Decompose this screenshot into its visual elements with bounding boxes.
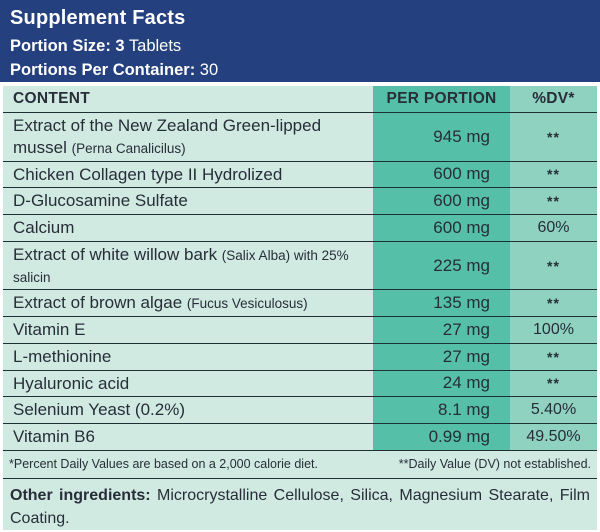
dv-not-established-asterisks: ** bbox=[547, 166, 560, 183]
ingredient-name-main: Calcium bbox=[13, 218, 75, 237]
ingredient-name: Extract of brown algae (Fucus Vesiculosu… bbox=[3, 290, 373, 316]
daily-value: 100% bbox=[510, 317, 597, 343]
table-row: Extract of white willow bark (Salix Alba… bbox=[3, 241, 597, 291]
other-ingredients-label: Other ingredients: bbox=[10, 486, 151, 504]
table-body: Extract of the New Zealand Green-lipped … bbox=[3, 113, 597, 451]
dv-not-established-asterisks: ** bbox=[547, 375, 560, 392]
table-row: Extract of the New Zealand Green-lipped … bbox=[3, 113, 597, 162]
per-portion-amount: 225 mg bbox=[373, 241, 510, 290]
column-header-per-portion: PER PORTION bbox=[373, 86, 510, 112]
per-portion-amount: 945 mg bbox=[373, 113, 510, 161]
per-portion-amount: 600 mg bbox=[373, 215, 510, 241]
supplement-table: CONTENT PER PORTION %DV* Extract of the … bbox=[3, 86, 597, 531]
ingredient-name: Hyaluronic acid bbox=[3, 370, 373, 397]
daily-value: ** bbox=[510, 343, 597, 370]
ingredient-name-main: Selenium Yeast (0.2%) bbox=[13, 400, 185, 420]
ingredient-name: Extract of the New Zealand Green-lipped … bbox=[3, 113, 373, 161]
ingredient-name: Vitamin E bbox=[3, 317, 373, 343]
ingredient-name-main: Extract of brown algae bbox=[13, 293, 187, 313]
per-portion-amount: 600 mg bbox=[373, 188, 510, 214]
footnotes-row: *Percent Daily Values are based on a 2,0… bbox=[3, 450, 597, 479]
label-header: Supplement Facts Portion Size: 3 Tablets… bbox=[0, 0, 600, 82]
table-row: L-methionine 27 mg ** bbox=[3, 343, 597, 371]
per-portion-amount: 135 mg bbox=[373, 290, 510, 316]
portions-per-container-line: Portions Per Container: 30 bbox=[10, 61, 590, 80]
table-row: Extract of brown algae (Fucus Vesiculosu… bbox=[3, 290, 597, 317]
table-row: Hyaluronic acid 24 mg ** bbox=[3, 370, 597, 398]
per-portion-amount: 8.1 mg bbox=[373, 397, 510, 423]
ingredient-name-main: Hyaluronic acid bbox=[13, 373, 130, 393]
ingredient-name: L-methionine bbox=[3, 343, 373, 370]
footnote-daily-values: *Percent Daily Values are based on a 2,0… bbox=[9, 457, 318, 472]
per-portion-amount: 600 mg bbox=[373, 161, 510, 188]
other-ingredients-list: Microcrystalline Cellulose, Silica, Magn… bbox=[10, 486, 590, 527]
dv-not-established-asterisks: ** bbox=[547, 348, 560, 365]
ingredient-name-detail: (Fucus Vesiculosus) bbox=[186, 296, 308, 312]
ingredient-name-detail: (Salix Alba) with 25% salicin bbox=[13, 247, 349, 285]
table-row: D-Glucosamine Sulfate 600 mg ** bbox=[3, 188, 597, 215]
table-row: Calcium 600 mg 60% bbox=[3, 215, 597, 242]
daily-value: ** bbox=[510, 188, 597, 214]
ingredient-name: D-Glucosamine Sulfate bbox=[3, 188, 373, 214]
portion-size-unit: Tablets bbox=[124, 37, 182, 55]
daily-value: ** bbox=[510, 241, 597, 290]
ingredient-name-main: D-Glucosamine Sulfate bbox=[13, 191, 188, 211]
portions-per-container-label: Portions Per Container: bbox=[10, 61, 196, 79]
dv-not-established-asterisks: ** bbox=[547, 128, 560, 145]
per-portion-amount: 27 mg bbox=[373, 317, 510, 343]
page-title: Supplement Facts bbox=[10, 7, 186, 29]
daily-value: 5.40% bbox=[510, 397, 597, 423]
ingredient-name-main: Vitamin B6 bbox=[13, 427, 95, 446]
table-header-row: CONTENT PER PORTION %DV* bbox=[3, 86, 597, 113]
table-row: Selenium Yeast (0.2%) 8.1 mg 5.40% bbox=[3, 397, 597, 424]
portion-size-label: Portion Size: 3 bbox=[10, 37, 125, 55]
ingredient-name: Extract of white willow bark (Salix Alba… bbox=[3, 241, 373, 290]
other-ingredients: Other ingredients: Microcrystalline Cell… bbox=[3, 478, 597, 531]
table-row: Vitamin E 27 mg 100% bbox=[3, 317, 597, 344]
column-header-content: CONTENT bbox=[3, 86, 373, 112]
daily-value: ** bbox=[510, 290, 597, 316]
ingredient-name: Calcium bbox=[3, 215, 373, 241]
per-portion-amount: 24 mg bbox=[373, 370, 510, 397]
daily-value: 60% bbox=[510, 215, 597, 241]
ingredient-name: Vitamin B6 bbox=[3, 424, 373, 450]
ingredient-name-detail: (Perna Canalicilus) bbox=[71, 140, 186, 156]
portions-per-container-value: 30 bbox=[195, 61, 219, 79]
daily-value: 49.50% bbox=[510, 424, 597, 450]
daily-value: ** bbox=[510, 113, 597, 161]
table-row: Chicken Collagen type II Hydrolized 600 m… bbox=[3, 161, 597, 189]
daily-value: ** bbox=[510, 161, 597, 188]
ingredient-name: Selenium Yeast (0.2%) bbox=[3, 397, 373, 423]
dv-not-established-asterisks: ** bbox=[547, 193, 560, 210]
daily-value: ** bbox=[510, 370, 597, 397]
table-row: Vitamin B6 0.99 mg 49.50% bbox=[3, 424, 597, 451]
ingredient-name: Chicken Collagen type II Hydrolized bbox=[3, 161, 373, 188]
ingredient-name-main: Extract of the New Zealand Green-lipped … bbox=[13, 116, 322, 157]
per-portion-amount: 27 mg bbox=[373, 343, 510, 370]
footnote-dv-not-established: **Daily Value (DV) not established. bbox=[398, 457, 591, 472]
ingredient-name-main: Chicken Collagen type II Hydrolized bbox=[13, 164, 283, 184]
dv-not-established-asterisks: ** bbox=[547, 257, 560, 274]
column-header-dv: %DV* bbox=[510, 86, 597, 112]
per-portion-amount: 0.99 mg bbox=[373, 424, 510, 450]
ingredient-name-main: L-methionine bbox=[13, 346, 112, 366]
ingredient-name-main: Vitamin E bbox=[13, 320, 86, 339]
ingredient-name-main: Extract of white willow bark bbox=[13, 244, 222, 264]
portion-size-line: Portion Size: 3 Tablets bbox=[10, 37, 590, 56]
dv-not-established-asterisks: ** bbox=[547, 295, 560, 312]
